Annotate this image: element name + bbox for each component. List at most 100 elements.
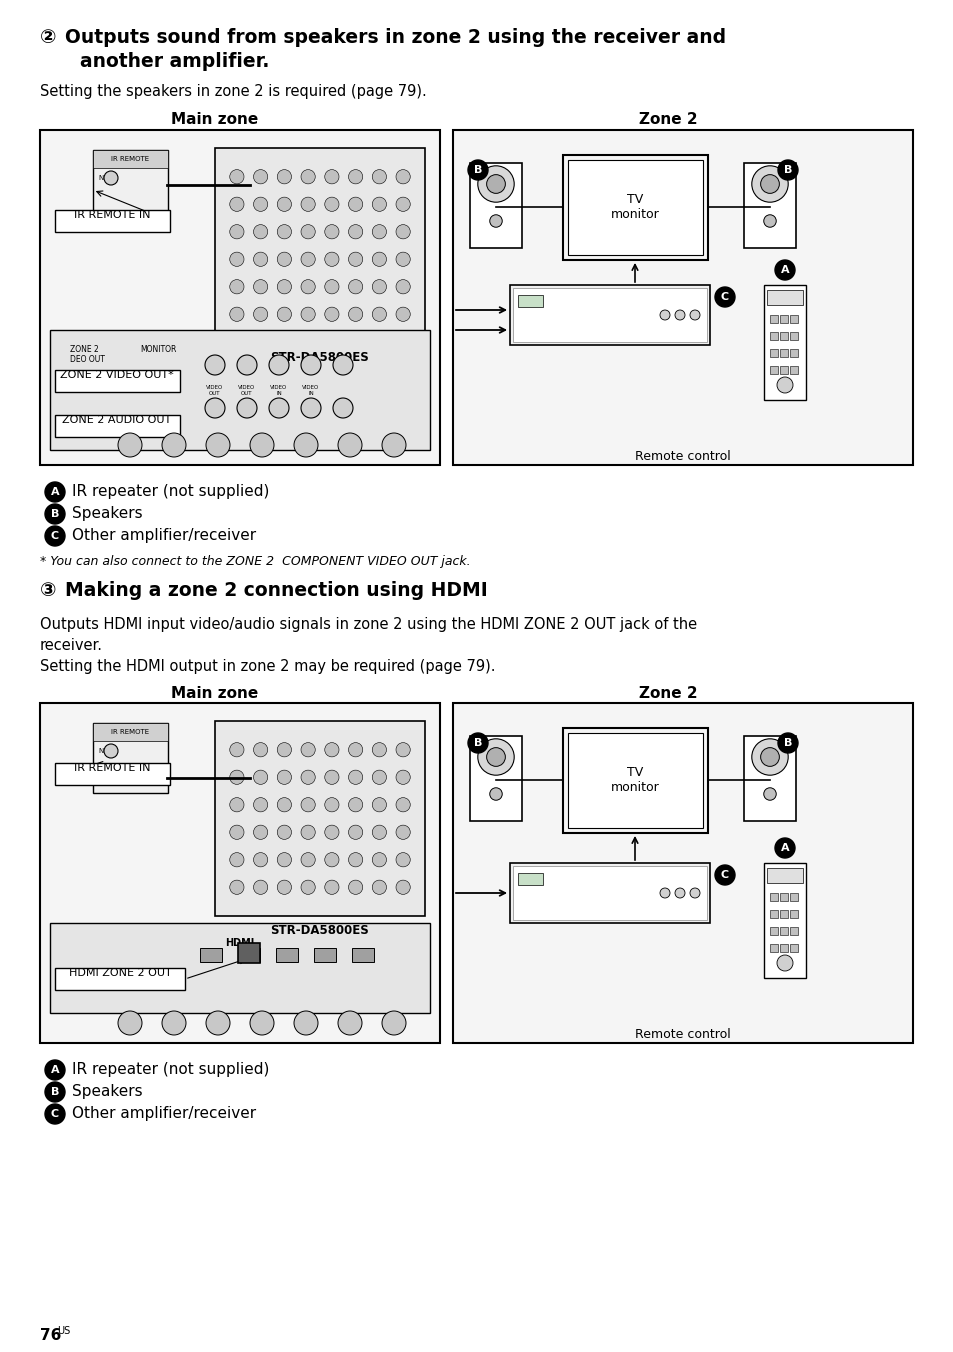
Circle shape [659,310,669,320]
Text: A: A [51,487,59,498]
Bar [763,863,805,977]
Circle shape [372,251,386,266]
Circle shape [277,307,292,322]
Bar [763,285,805,400]
Circle shape [324,771,338,784]
Circle shape [348,169,362,184]
Circle shape [348,798,362,811]
Circle shape [301,397,320,418]
Circle shape [751,166,787,203]
Circle shape [230,251,244,266]
Bar [55,210,170,233]
Text: Zone 2: Zone 2 [638,685,697,700]
Bar [789,944,797,952]
Circle shape [253,197,268,211]
Bar [513,288,706,342]
Circle shape [253,307,268,322]
Circle shape [324,742,338,757]
Bar [92,723,168,794]
Text: STR-DA5800ES: STR-DA5800ES [271,923,369,937]
Circle shape [104,170,118,185]
Circle shape [395,853,410,867]
Circle shape [324,307,338,322]
Bar [92,723,168,741]
Circle shape [714,287,734,307]
Circle shape [395,825,410,840]
Circle shape [324,251,338,266]
Circle shape [230,825,244,840]
Circle shape [381,1011,406,1036]
Circle shape [253,880,268,895]
Circle shape [333,356,353,375]
Circle shape [763,788,776,800]
Circle shape [277,771,292,784]
Circle shape [253,742,268,757]
Circle shape [277,251,292,266]
Bar [562,727,707,833]
Circle shape [675,310,684,320]
Circle shape [294,1011,317,1036]
Text: STR-DA5800ES: STR-DA5800ES [271,352,369,364]
Circle shape [372,197,386,211]
Text: receiver.: receiver. [40,638,103,653]
Circle shape [277,825,292,840]
Text: Zone 2: Zone 2 [638,112,697,127]
Text: VIDEO
OUT: VIDEO OUT [238,385,255,396]
Bar [237,942,260,963]
Circle shape [250,433,274,457]
Circle shape [118,1011,142,1036]
Bar [55,370,180,392]
Circle shape [489,788,501,800]
Circle shape [324,825,338,840]
Bar [562,155,707,260]
Circle shape [324,169,338,184]
Text: Speakers: Speakers [71,1084,143,1099]
Bar [780,366,787,375]
Circle shape [348,771,362,784]
Text: A: A [780,844,788,853]
Text: B: B [51,508,59,519]
Text: Making a zone 2 connection using HDMI: Making a zone 2 connection using HDMI [65,581,487,600]
Circle shape [372,742,386,757]
Circle shape [372,880,386,895]
Bar [50,330,430,450]
Circle shape [45,504,65,525]
Circle shape [301,251,314,266]
Bar [780,927,787,936]
Bar [55,968,185,990]
Circle shape [324,224,338,239]
Bar [780,944,787,952]
Bar [769,333,778,339]
Bar [517,873,542,886]
Bar [517,295,542,307]
Circle shape [774,260,794,280]
Circle shape [301,356,320,375]
Circle shape [253,169,268,184]
Bar [780,315,787,323]
Circle shape [277,742,292,757]
Text: Other amplifier/receiver: Other amplifier/receiver [71,529,255,544]
Text: Speakers: Speakers [71,506,143,521]
Bar [50,923,430,1013]
Circle shape [689,888,700,898]
Circle shape [277,197,292,211]
Circle shape [486,748,505,767]
Text: Main zone: Main zone [172,685,258,700]
Circle shape [659,888,669,898]
Text: Remote control: Remote control [635,1028,730,1041]
Circle shape [489,215,501,227]
Bar [237,948,260,963]
Circle shape [372,825,386,840]
Circle shape [372,280,386,293]
Bar [780,894,787,900]
Text: B: B [783,738,791,748]
Circle shape [333,397,353,418]
Circle shape [230,307,244,322]
Bar [510,285,709,345]
Bar [769,366,778,375]
Circle shape [395,771,410,784]
Bar [453,703,912,1042]
Circle shape [395,880,410,895]
Circle shape [230,169,244,184]
Circle shape [372,853,386,867]
